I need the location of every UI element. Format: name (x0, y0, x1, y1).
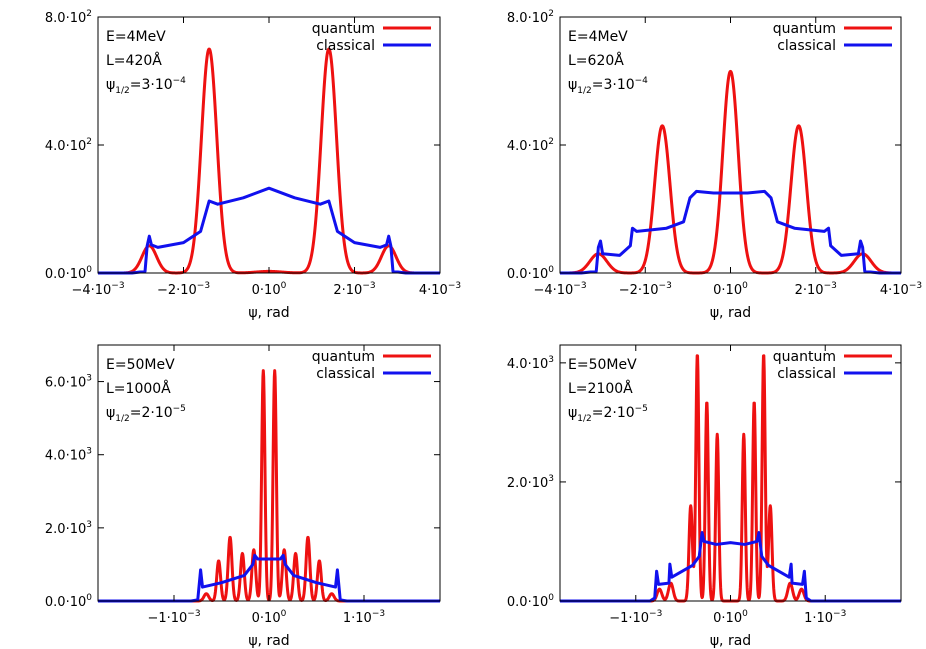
legend-label-quantum: quantum (312, 349, 375, 365)
energy-annotation: E=50MeV (106, 357, 175, 373)
x-axis-title: ψ, rad (248, 633, 289, 649)
x-tick-label: −1·10−3 (147, 609, 200, 626)
legend-label-quantum: quantum (312, 21, 375, 37)
psi-half-annotation: ψ1/2=3·10−4 (568, 76, 648, 96)
y-tick-label: 0.0·100 (45, 593, 92, 610)
x-axis-title: ψ, rad (710, 633, 751, 649)
length-annotation: L=2100Å (568, 380, 633, 397)
legend-label-classical: classical (316, 38, 375, 54)
x-tick-label: 0·100 (713, 281, 748, 298)
x-tick-label: 1·10−3 (343, 609, 385, 626)
y-tick-label: 0.0·100 (507, 265, 554, 282)
energy-annotation: E=50MeV (568, 357, 637, 373)
x-tick-label: 2·10−3 (333, 281, 375, 298)
series-classical-line (98, 186, 440, 275)
series-classical-line (98, 553, 440, 603)
legend-label-quantum: quantum (773, 349, 836, 365)
x-tick-label: −2·10−3 (157, 281, 210, 298)
x-tick-label: 2·10−3 (795, 281, 837, 298)
x-tick-label: 0·100 (252, 281, 287, 298)
x-tick-label: 0·100 (252, 609, 287, 626)
y-tick-label: 0.0·100 (507, 593, 554, 610)
legend-label-classical: classical (316, 366, 375, 382)
psi-half-annotation: ψ1/2=3·10−4 (106, 76, 186, 96)
panel-1: −4·10−3 −2·10−3 0·100 2·10−3 4·10−3 0.0·100 4.… (45, 9, 461, 321)
y-tick-label: 0.0·100 (45, 265, 92, 282)
x-tick-label: −4·10−3 (71, 281, 124, 298)
y-tick-label: 2.0·103 (507, 474, 554, 491)
y-tick-label: 6.0·103 (45, 374, 92, 391)
length-annotation: L=420Å (106, 52, 162, 69)
x-tick-label: −2·10−3 (619, 281, 672, 298)
x-tick-label: 4·10−3 (880, 281, 922, 298)
y-tick-label: 4.0·103 (45, 447, 92, 464)
series-classical-line (560, 531, 901, 603)
x-tick-label: −4·10−3 (533, 281, 586, 298)
x-axis-title: ψ, rad (710, 305, 751, 321)
x-tick-label: 0·100 (713, 609, 748, 626)
series-classical-line (560, 189, 901, 275)
legend-label-classical: classical (777, 38, 836, 54)
legend-label-quantum: quantum (773, 21, 836, 37)
length-annotation: L=620Å (568, 52, 624, 69)
psi-half-annotation: ψ1/2=2·10−5 (568, 404, 648, 424)
x-tick-label: 1·10−3 (804, 609, 846, 626)
y-tick-label: 4.0·102 (45, 137, 92, 154)
y-tick-label: 4.0·102 (507, 137, 554, 154)
energy-annotation: E=4MeV (568, 29, 628, 45)
panel-4: −1·10−3 0·100 1·10−3 0.0·100 2.0·103 4.0·103 ψ… (507, 344, 903, 649)
panel-2: −4·10−3 −2·10−3 0·100 2·10−3 4·10−3 0.0·100 4.… (507, 9, 922, 321)
length-annotation: L=1000Å (106, 380, 171, 397)
x-axis-title: ψ, rad (248, 305, 289, 321)
psi-half-annotation: ψ1/2=2·10−5 (106, 404, 186, 424)
y-tick-label: 8.0·102 (507, 9, 554, 26)
y-tick-label: 2.0·103 (45, 520, 92, 537)
y-tick-label: 8.0·102 (45, 9, 92, 26)
panel-3: −1·10−3 0·100 1·10−3 0.0·100 2.0·103 4.0·103 6… (45, 344, 442, 649)
x-tick-label: 4·10−3 (419, 281, 461, 298)
series-quantum-line (558, 69, 903, 275)
y-tick-label: 4.0·103 (507, 355, 554, 372)
x-tick-label: −1·10−3 (609, 609, 662, 626)
legend-label-classical: classical (777, 366, 836, 382)
energy-annotation: E=4MeV (106, 29, 166, 45)
